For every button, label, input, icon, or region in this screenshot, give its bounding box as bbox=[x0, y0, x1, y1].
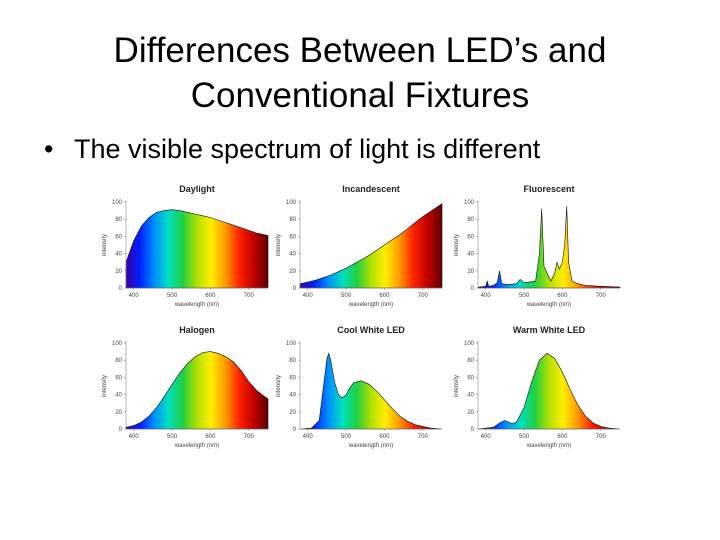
y-tick-label: 60 bbox=[115, 375, 122, 381]
y-tick-label: 20 bbox=[115, 269, 122, 275]
y-tick-label: 60 bbox=[289, 375, 296, 381]
y-tick-label: 80 bbox=[289, 358, 296, 364]
spectrum-area bbox=[477, 206, 621, 289]
x-tick-label: 600 bbox=[379, 293, 390, 299]
y-tick-label: 80 bbox=[289, 217, 296, 223]
y-axis-label: intensity bbox=[454, 234, 460, 256]
spectrum-area bbox=[299, 203, 443, 289]
y-tick-label: 0 bbox=[293, 286, 297, 292]
chart-title: Fluorescent bbox=[523, 184, 574, 194]
x-tick-label: 400 bbox=[303, 293, 314, 299]
spectrum-area bbox=[125, 351, 269, 430]
x-tick-label: 700 bbox=[418, 293, 429, 299]
bullet-text: The visible spectrum of light is differe… bbox=[74, 134, 541, 164]
y-axis-label: intensity bbox=[454, 375, 460, 397]
x-tick-label: 400 bbox=[481, 434, 492, 440]
x-tick-label: 500 bbox=[167, 434, 178, 440]
y-tick-label: 100 bbox=[286, 200, 297, 206]
x-axis-label: wavelength (nm) bbox=[526, 443, 571, 449]
y-tick-label: 60 bbox=[289, 234, 296, 240]
chart-title: Incandescent bbox=[342, 184, 400, 194]
x-tick-label: 600 bbox=[557, 434, 568, 440]
y-axis-label: intensity bbox=[276, 234, 282, 256]
y-axis-label: intensity bbox=[102, 375, 108, 397]
y-tick-label: 60 bbox=[115, 234, 122, 240]
slide-title-line1: Differences Between LED’s and bbox=[113, 31, 607, 70]
y-tick-label: 100 bbox=[112, 341, 123, 347]
y-tick-label: 0 bbox=[293, 427, 297, 433]
x-tick-label: 700 bbox=[244, 434, 255, 440]
y-tick-label: 60 bbox=[467, 375, 474, 381]
slide-title: Differences Between LED’s and Convention… bbox=[40, 28, 680, 118]
x-axis-label: wavelength (nm) bbox=[348, 443, 393, 449]
y-tick-label: 40 bbox=[467, 393, 474, 399]
x-tick-label: 400 bbox=[129, 293, 140, 299]
spectrum-chart-6: Warm White LED 0 20 40 60 80 100 400 500 600 700 wa… bbox=[454, 325, 621, 449]
y-tick-label: 60 bbox=[467, 234, 474, 240]
x-axis-label: wavelength (nm) bbox=[174, 302, 219, 308]
y-tick-label: 20 bbox=[467, 269, 474, 275]
y-axis-label: intensity bbox=[276, 375, 282, 397]
x-tick-label: 500 bbox=[341, 293, 352, 299]
x-tick-label: 600 bbox=[205, 293, 216, 299]
x-tick-label: 500 bbox=[341, 434, 352, 440]
bullet-mark: • bbox=[44, 134, 54, 164]
x-tick-label: 700 bbox=[596, 293, 607, 299]
spectrum-chart-2: Incandescent 0 20 40 60 80 100 400 500 600 700 wave… bbox=[276, 184, 443, 308]
y-axis-label: intensity bbox=[102, 234, 108, 256]
bullet-item: • The visible spectrum of light is diffe… bbox=[44, 132, 540, 166]
x-axis-label: wavelength (nm) bbox=[174, 443, 219, 449]
spectrum-chart-3: Fluorescent 0 20 40 60 80 100 400 500 600 700 wavel… bbox=[454, 184, 621, 308]
y-tick-label: 0 bbox=[119, 427, 123, 433]
y-tick-label: 20 bbox=[115, 410, 122, 416]
slide-title-line2: Conventional Fixtures bbox=[190, 76, 530, 115]
y-tick-label: 100 bbox=[286, 341, 297, 347]
x-tick-label: 500 bbox=[519, 293, 530, 299]
y-tick-label: 80 bbox=[467, 217, 474, 223]
x-axis-label: wavelength (nm) bbox=[526, 302, 571, 308]
spectrum-chart-4: Halogen 0 20 40 60 80 100 400 500 600 700 wavelengt… bbox=[102, 325, 269, 449]
x-tick-label: 600 bbox=[205, 434, 216, 440]
x-tick-label: 700 bbox=[244, 293, 255, 299]
y-tick-label: 40 bbox=[467, 252, 474, 258]
spectrum-chart-1: Daylight 0 20 40 60 80 100 400 500 600 700 waveleng… bbox=[102, 184, 269, 308]
chart-title: Daylight bbox=[179, 184, 215, 194]
y-tick-label: 100 bbox=[464, 341, 475, 347]
x-tick-label: 400 bbox=[481, 293, 492, 299]
y-tick-label: 40 bbox=[115, 252, 122, 258]
x-tick-label: 400 bbox=[129, 434, 140, 440]
y-tick-label: 0 bbox=[471, 427, 475, 433]
chart-title: Warm White LED bbox=[513, 325, 586, 335]
y-tick-label: 40 bbox=[289, 393, 296, 399]
x-tick-label: 600 bbox=[557, 293, 568, 299]
y-tick-label: 0 bbox=[471, 286, 475, 292]
y-tick-label: 20 bbox=[467, 410, 474, 416]
x-tick-label: 500 bbox=[167, 293, 178, 299]
x-axis-label: wavelength (nm) bbox=[348, 302, 393, 308]
spectrum-chart-5: Cool White LED 0 20 40 60 80 100 400 500 600 700 wa… bbox=[276, 325, 443, 449]
y-tick-label: 100 bbox=[464, 200, 475, 206]
x-tick-label: 700 bbox=[418, 434, 429, 440]
y-tick-label: 40 bbox=[115, 393, 122, 399]
chart-title: Halogen bbox=[179, 325, 215, 335]
spectrum-area bbox=[125, 209, 269, 289]
y-tick-label: 40 bbox=[289, 252, 296, 258]
y-tick-label: 20 bbox=[289, 269, 296, 275]
x-tick-label: 500 bbox=[519, 434, 530, 440]
y-tick-label: 80 bbox=[115, 217, 122, 223]
x-tick-label: 400 bbox=[303, 434, 314, 440]
spectrum-area bbox=[477, 352, 621, 430]
y-tick-label: 80 bbox=[467, 358, 474, 364]
y-tick-label: 20 bbox=[289, 410, 296, 416]
spectrum-area bbox=[299, 352, 443, 430]
x-tick-label: 600 bbox=[379, 434, 390, 440]
x-tick-label: 700 bbox=[596, 434, 607, 440]
y-tick-label: 0 bbox=[119, 286, 123, 292]
y-tick-label: 80 bbox=[115, 358, 122, 364]
y-tick-label: 100 bbox=[112, 200, 123, 206]
chart-title: Cool White LED bbox=[337, 325, 405, 335]
